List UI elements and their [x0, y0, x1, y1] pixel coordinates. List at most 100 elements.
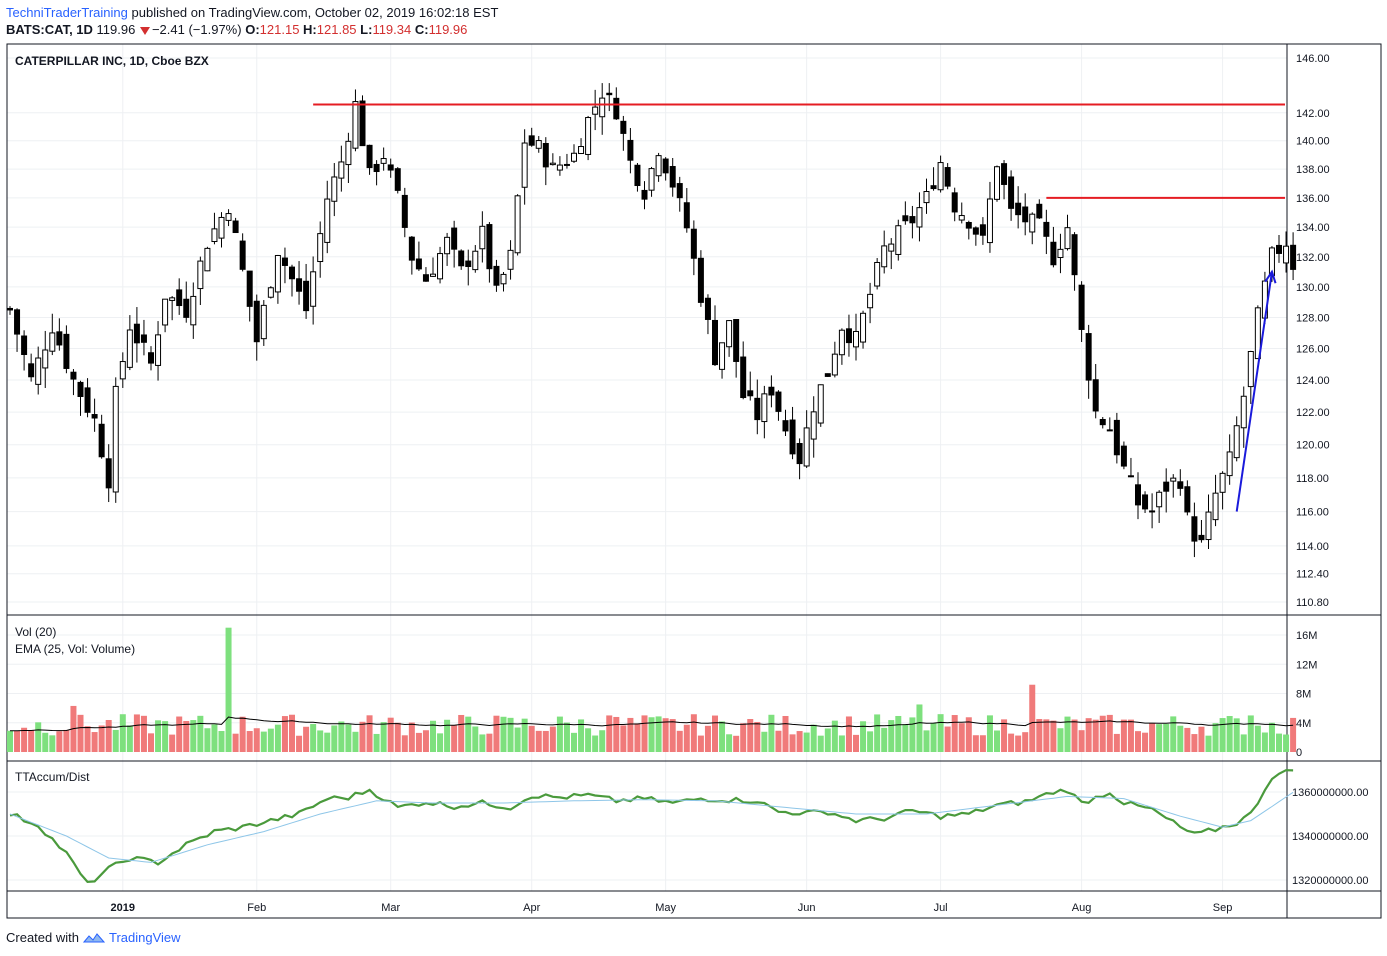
candle	[655, 152, 662, 182]
candle-body	[937, 162, 944, 191]
volume-bar	[817, 735, 824, 752]
volume-bar	[1142, 732, 1149, 752]
candle	[648, 166, 655, 197]
candle-body	[824, 373, 831, 377]
candle	[49, 313, 56, 356]
volume-bar	[1022, 732, 1029, 752]
candle	[845, 314, 852, 357]
price-tick-label: 126.00	[1296, 344, 1330, 356]
candle	[571, 144, 577, 163]
candle-body	[267, 287, 274, 298]
drawing-annotations[interactable]	[313, 103, 1285, 512]
publisher-name[interactable]: TechniTraderTraining	[6, 5, 128, 20]
volume-bar	[1106, 714, 1113, 752]
candle-body	[838, 329, 845, 356]
candle	[796, 438, 803, 480]
candle	[246, 270, 253, 322]
price-change: −2.41 (−1.97%)	[151, 22, 242, 37]
price-tick-label: 124.00	[1296, 375, 1330, 387]
volume-bar	[437, 733, 444, 752]
candle-body	[726, 320, 733, 348]
candle-body	[1064, 227, 1071, 250]
candle-body	[1120, 445, 1127, 467]
volume-bar	[676, 730, 683, 752]
volume-bar	[246, 731, 253, 752]
volume-bar	[789, 734, 796, 752]
candle	[1099, 417, 1106, 429]
volume-bar	[563, 722, 570, 752]
candle	[669, 157, 676, 197]
candle-body	[578, 146, 585, 155]
volume-bar	[768, 714, 775, 752]
volume-bar	[1219, 718, 1226, 752]
candle-body	[1283, 245, 1290, 264]
candle	[824, 373, 831, 377]
tradingview-link[interactable]: TradingView	[108, 930, 181, 945]
volume-bar	[951, 715, 958, 752]
candle	[1106, 417, 1113, 432]
candle-body	[881, 245, 888, 268]
candle-body	[281, 257, 288, 266]
candle-body	[1127, 475, 1134, 478]
candle-body	[148, 352, 154, 364]
candle	[909, 205, 916, 239]
candle-body	[712, 319, 718, 366]
volume-bar	[394, 722, 401, 752]
candle	[303, 263, 310, 319]
candle-body	[465, 260, 472, 268]
volume-bar	[902, 724, 909, 752]
candle-body	[394, 168, 401, 191]
candle	[169, 296, 176, 321]
volume-bar	[1184, 727, 1191, 752]
candle	[775, 390, 782, 421]
candle-body	[1290, 244, 1297, 270]
price-tick-label: 110.80	[1296, 597, 1329, 609]
volume-bar	[994, 730, 1000, 752]
candle	[345, 132, 352, 184]
candle	[84, 378, 91, 418]
candle	[465, 249, 472, 286]
candle	[133, 307, 140, 363]
candle	[14, 308, 21, 352]
candle-body	[563, 163, 570, 166]
volume-tick-label: 16M	[1296, 630, 1317, 642]
candle	[1163, 468, 1170, 513]
price-tick-label: 130.00	[1296, 282, 1330, 294]
candle-body	[239, 240, 246, 270]
accum-dist-line	[9, 769, 1294, 884]
volume-bar	[1050, 720, 1057, 752]
candle	[521, 129, 528, 205]
candle	[493, 259, 500, 292]
candle	[472, 245, 479, 273]
volume-bar	[42, 732, 49, 752]
volume-bar	[352, 731, 359, 752]
candle-body	[1078, 284, 1085, 330]
volume-bar	[387, 717, 394, 752]
candle	[592, 89, 599, 131]
volume-bar	[444, 719, 451, 752]
candle-body	[197, 260, 204, 290]
candle	[712, 305, 718, 366]
candle-body	[655, 155, 662, 177]
candle	[281, 247, 288, 284]
candle	[366, 144, 373, 175]
volume-bar	[704, 725, 711, 752]
created-with-label: Created with	[6, 930, 79, 945]
volume-bar	[91, 732, 98, 752]
candle-body	[1205, 511, 1212, 541]
volume-bar	[930, 722, 937, 752]
candle	[162, 298, 169, 333]
candle	[563, 153, 570, 169]
volume-bar	[1015, 735, 1022, 752]
volume-bar	[211, 724, 218, 752]
candle-body	[359, 100, 366, 147]
candle-body	[479, 225, 486, 250]
candle	[620, 115, 627, 151]
candle-body	[253, 300, 260, 343]
volume-bar	[84, 726, 91, 752]
candle-body	[232, 220, 239, 234]
volume-bar	[613, 716, 620, 752]
volume-bar	[401, 735, 408, 752]
candle-body	[1022, 206, 1029, 223]
